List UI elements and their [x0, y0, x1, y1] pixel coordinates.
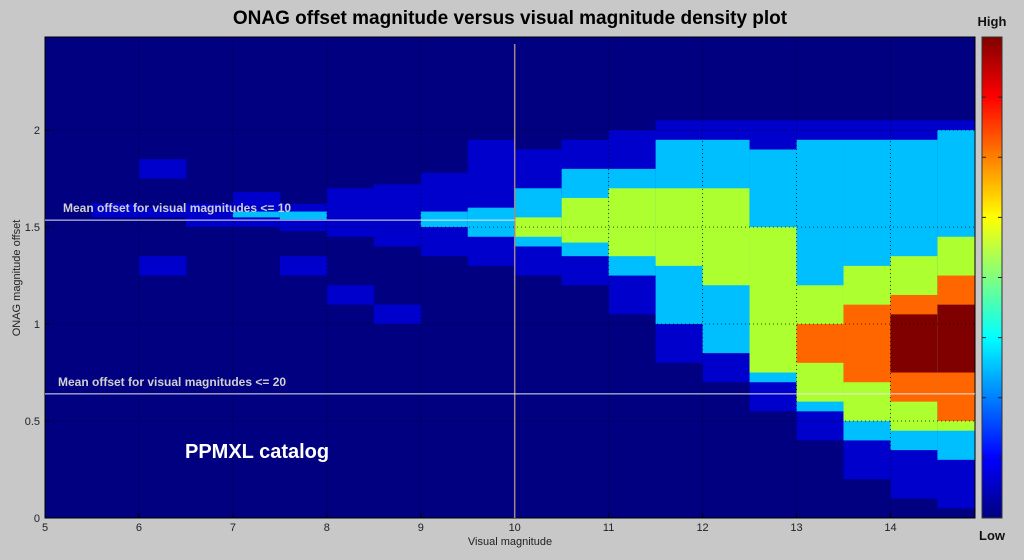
density-cell-level-3	[655, 188, 704, 266]
density-cell-level-1	[138, 159, 187, 179]
density-cell-level-3	[514, 217, 563, 237]
x-tick-label: 10	[509, 522, 521, 534]
density-cell-level-1	[91, 203, 140, 218]
density-cell-level-1	[326, 188, 375, 237]
density-cell-level-1	[373, 304, 422, 325]
x-tick-label: 6	[136, 522, 142, 534]
catalog-label: PPMXL catalog	[185, 441, 329, 463]
x-tick-label: 8	[324, 522, 330, 534]
x-tick-label: 12	[696, 522, 708, 534]
density-cell-level-4	[843, 304, 891, 383]
plot-area: 5 6 7 8 9 10 11 12 13 14 0 0.5 1 1.5 2	[25, 36, 976, 534]
x-tick-label: 9	[418, 522, 424, 534]
density-cell-level-1	[326, 285, 375, 305]
density-cell-level-1	[232, 192, 281, 228]
density-levels	[91, 120, 975, 509]
x-axis-label: Visual magnitude	[468, 536, 552, 548]
density-cell-level-5	[890, 314, 938, 373]
density-cell-level-1	[138, 256, 187, 276]
x-tick-label: 7	[230, 522, 236, 534]
density-cell-level-2	[232, 211, 281, 218]
mean-offset-20-label: Mean offset for visual magnitudes <= 20	[58, 375, 286, 389]
y-tick-label: 1.5	[25, 222, 40, 234]
density-cell-level-5	[937, 304, 975, 373]
colorbar-low-label: Low	[979, 528, 1006, 543]
chart-title: ONAG offset magnitude versus visual magn…	[233, 8, 788, 29]
density-cell-level-2	[279, 211, 328, 220]
density-cell-level-1	[279, 256, 328, 276]
density-cell-level-3	[702, 188, 751, 286]
density-cell-level-2	[420, 211, 469, 228]
colorbar: High Low	[978, 14, 1007, 543]
mean-offset-10-label: Mean offset for visual magnitudes <= 10	[63, 201, 291, 215]
density-cell-level-1	[185, 203, 234, 228]
x-tick-label: 14	[884, 522, 896, 534]
y-tick-label: 2	[34, 125, 40, 137]
density-cell-level-2	[467, 207, 516, 237]
density-cell-level-3	[608, 188, 657, 257]
density-cell-level-4	[796, 324, 844, 363]
density-cell-level-3	[561, 197, 610, 243]
colorbar-high-label: High	[978, 14, 1007, 29]
annotations: Mean offset for visual magnitudes <= 10 …	[58, 201, 329, 463]
density-cell-level-3	[749, 227, 798, 373]
x-tick-label: 11	[603, 522, 614, 534]
y-axis-label: ONAG magnitude offset	[11, 220, 23, 337]
density-cell-level-1	[373, 184, 422, 247]
density-cell-level-1	[138, 207, 187, 218]
y-tick-label: 1	[34, 319, 40, 331]
x-tick-label: 13	[790, 522, 802, 534]
density-cell-level-1	[467, 139, 516, 266]
y-tick-label: 0	[34, 513, 40, 525]
y-tick-label: 0.5	[25, 416, 40, 428]
x-tick-label: 5	[42, 522, 48, 534]
plot-frame	[44, 36, 976, 519]
